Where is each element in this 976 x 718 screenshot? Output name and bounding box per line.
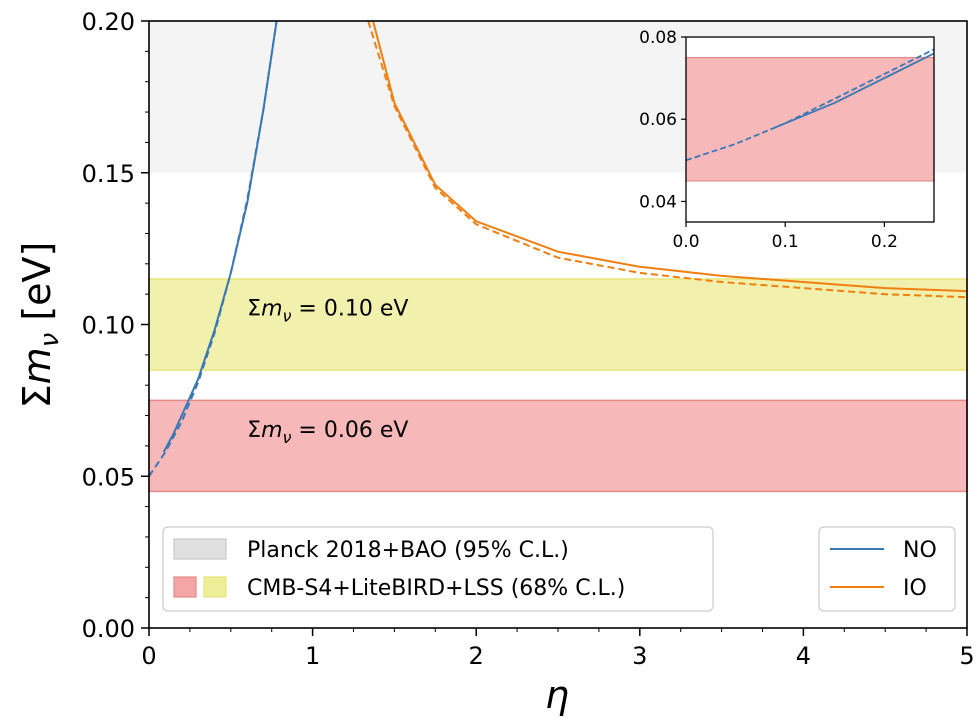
main-lines <box>149 21 967 477</box>
inset-y-tick-label: 0.08 <box>639 28 677 48</box>
x-tick-label: 2 <box>469 642 484 670</box>
inset-frame <box>685 36 935 223</box>
svg-text:Σmν [eV]: Σmν [eV] <box>15 242 65 409</box>
y-axis-label: Σmν [eV] <box>15 242 65 409</box>
series-IO-solid <box>372 21 967 293</box>
x-tick-label: 3 <box>632 642 647 670</box>
band-annotations: Σmν = 0.10 eV Σmν = 0.06 eV <box>247 296 408 446</box>
legend-swatch-planck <box>173 538 227 560</box>
inset-series-NO-dashed <box>686 48 934 162</box>
legend-label-no: NO <box>903 538 937 563</box>
y-tick-label: 0.20 <box>82 8 135 36</box>
inset-series-NO-solid <box>774 52 934 129</box>
legend-lines: NO IO <box>818 526 956 612</box>
inset-x-tick-label: 0.0 <box>672 232 699 252</box>
y-tick-label: 0.15 <box>82 160 135 188</box>
inset-lines <box>686 48 934 162</box>
band-1 <box>148 278 968 371</box>
y-tick-label: 0.05 <box>82 463 135 491</box>
band-annotation: Σmν = 0.06 eV <box>247 418 408 447</box>
legend-swatch-red <box>173 576 197 598</box>
y-tick-label: 0.00 <box>82 615 135 643</box>
legend-swatch-yellow <box>203 576 227 598</box>
x-tick-label: 0 <box>141 642 156 670</box>
inset-band <box>685 56 935 182</box>
main-axes: 0 1 2 3 4 5 0.00 0.05 0.10 0.15 0.20 <box>82 8 975 670</box>
series-NO-dashed <box>149 21 278 477</box>
y-tick-label: 0.10 <box>82 312 135 340</box>
x-tick-label: 5 <box>959 642 974 670</box>
inset-x-tick-label: 0.1 <box>772 232 799 252</box>
series-IO-dashed <box>367 21 967 299</box>
x-tick-label: 1 <box>305 642 320 670</box>
legend-bands: Planck 2018+BAO (95% C.L.) CMB-S4+LiteBIR… <box>162 526 714 612</box>
inset-x-tick-label: 0.2 <box>871 232 898 252</box>
inset-y-tick-label: 0.04 <box>639 192 677 212</box>
inset-y-tick-label: 0.06 <box>639 110 677 130</box>
legend-label-planck: Planck 2018+BAO (95% C.L.) <box>247 538 569 563</box>
x-tick-label: 4 <box>796 642 811 670</box>
legend-bands-frame <box>162 526 714 612</box>
band-2 <box>148 399 968 493</box>
x-axis-label: η <box>545 673 569 717</box>
legend-label-io: IO <box>903 576 927 601</box>
band-annotation: Σmν = 0.10 eV <box>247 296 408 325</box>
legend-label-lss: CMB-S4+LiteBIRD+LSS (68% C.L.) <box>247 576 625 601</box>
inset-plot: 0.0 0.1 0.2 0.04 0.06 0.08 <box>639 28 935 252</box>
legends: Planck 2018+BAO (95% C.L.) CMB-S4+LiteBIR… <box>162 526 956 612</box>
